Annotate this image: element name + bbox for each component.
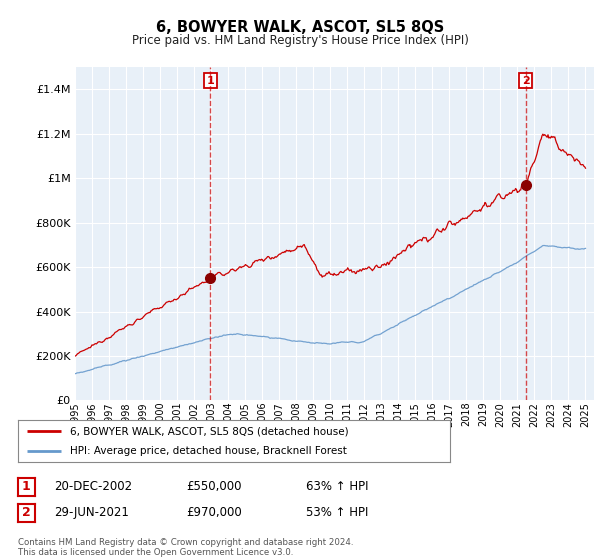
Text: Contains HM Land Registry data © Crown copyright and database right 2024.
This d: Contains HM Land Registry data © Crown c… — [18, 538, 353, 557]
Text: 1: 1 — [22, 480, 31, 493]
Text: 63% ↑ HPI: 63% ↑ HPI — [306, 480, 368, 493]
Text: 20-DEC-2002: 20-DEC-2002 — [54, 480, 132, 493]
Text: 6, BOWYER WALK, ASCOT, SL5 8QS: 6, BOWYER WALK, ASCOT, SL5 8QS — [156, 20, 444, 35]
Text: £550,000: £550,000 — [186, 480, 241, 493]
Text: 6, BOWYER WALK, ASCOT, SL5 8QS (detached house): 6, BOWYER WALK, ASCOT, SL5 8QS (detached… — [70, 426, 349, 436]
Text: 53% ↑ HPI: 53% ↑ HPI — [306, 506, 368, 520]
Text: 29-JUN-2021: 29-JUN-2021 — [54, 506, 129, 520]
Text: 2: 2 — [522, 76, 530, 86]
Text: 2: 2 — [22, 506, 31, 520]
Text: £970,000: £970,000 — [186, 506, 242, 520]
Text: Price paid vs. HM Land Registry's House Price Index (HPI): Price paid vs. HM Land Registry's House … — [131, 34, 469, 46]
Text: 1: 1 — [206, 76, 214, 86]
Text: HPI: Average price, detached house, Bracknell Forest: HPI: Average price, detached house, Brac… — [70, 446, 347, 456]
